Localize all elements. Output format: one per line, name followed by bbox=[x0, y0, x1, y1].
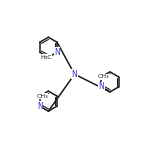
Text: CH₃: CH₃ bbox=[98, 74, 109, 79]
Text: N: N bbox=[54, 48, 60, 57]
Text: N: N bbox=[72, 70, 77, 79]
Text: N: N bbox=[98, 82, 104, 91]
Text: CH₃: CH₃ bbox=[36, 94, 48, 99]
Text: N: N bbox=[37, 102, 43, 111]
Text: H₃C: H₃C bbox=[40, 55, 52, 60]
